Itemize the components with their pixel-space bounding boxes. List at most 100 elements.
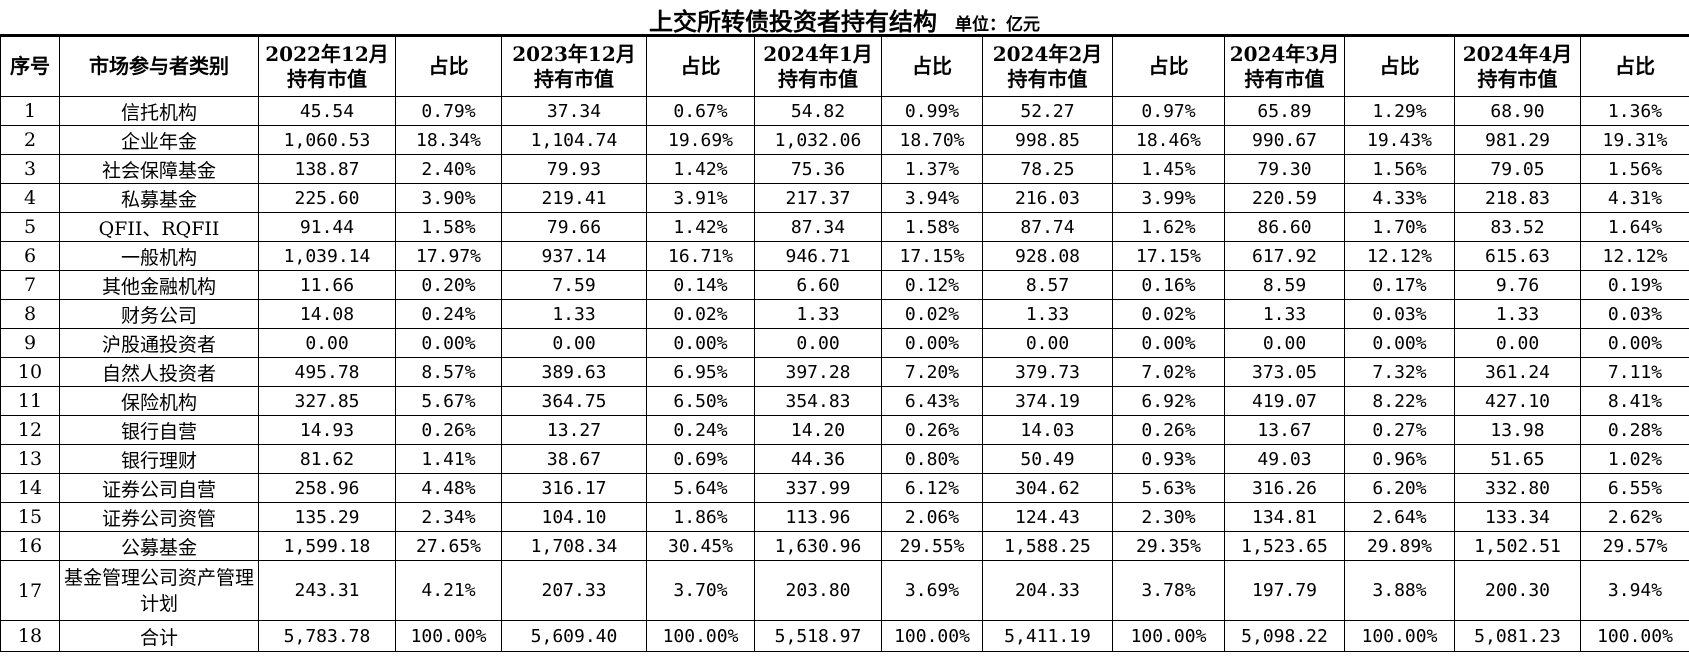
share-cell: 1.70% (1344, 212, 1455, 242)
market-value-cell: 364.75 (501, 386, 647, 416)
column-header: 序号 (0, 36, 60, 97)
share-cell: 0.26% (1112, 415, 1225, 445)
share-cell: 3.90% (395, 183, 502, 213)
share-cell: 1.56% (1344, 154, 1455, 184)
participant-category: 证券公司自营 (59, 473, 259, 503)
share-cell: 0.99% (881, 96, 983, 126)
share-cell: 3.78% (1112, 560, 1225, 621)
market-value-cell: 134.81 (1224, 502, 1345, 532)
row-index: 8 (0, 299, 60, 329)
share-cell: 19.43% (1344, 125, 1455, 155)
row-index: 16 (0, 531, 60, 561)
row-index: 7 (0, 270, 60, 300)
market-value-cell: 1,104.74 (501, 125, 647, 155)
market-value-cell: 200.30 (1454, 560, 1581, 621)
market-value-cell: 0.00 (501, 328, 647, 358)
share-cell: 17.97% (395, 241, 502, 271)
share-cell: 0.27% (1344, 415, 1455, 445)
participant-category: 自然人投资者 (59, 357, 259, 387)
table-row: 10 自然人投资者 495.78 8.57% 389.63 6.95% 397.28 7.20… (0, 357, 1689, 387)
row-index: 3 (0, 154, 60, 184)
share-cell: 6.55% (1580, 473, 1689, 503)
market-value-cell: 14.93 (258, 415, 396, 445)
share-cell: 5.64% (646, 473, 755, 503)
share-cell: 0.93% (1112, 444, 1225, 474)
market-value-cell: 8.59 (1224, 270, 1345, 300)
market-value-cell: 0.00 (1454, 328, 1581, 358)
market-value-cell: 354.83 (754, 386, 882, 416)
market-value-cell: 427.10 (1454, 386, 1581, 416)
row-index: 2 (0, 125, 60, 155)
market-value-cell: 220.59 (1224, 183, 1345, 213)
market-value-cell: 13.98 (1454, 415, 1581, 445)
share-cell: 7.20% (881, 357, 983, 387)
share-cell: 2.30% (1112, 502, 1225, 532)
market-value-cell: 998.85 (982, 125, 1113, 155)
column-header: 占比 (881, 36, 983, 97)
market-value-cell: 1,060.53 (258, 125, 396, 155)
market-value-cell: 419.07 (1224, 386, 1345, 416)
participant-category: 企业年金 (59, 125, 259, 155)
table-row: 16 公募基金 1,599.18 27.65% 1,708.34 30.45% 1,630.… (0, 531, 1689, 561)
share-cell: 0.80% (881, 444, 983, 474)
participant-category: 基金管理公司资产管理计划 (59, 560, 259, 621)
row-index: 9 (0, 328, 60, 358)
table-row: 5 QFII、RQFII 91.44 1.58% 79.66 1.42% 87.34 1.58… (0, 212, 1689, 242)
title-text: 上交所转债投资者持有结构 (649, 7, 937, 36)
market-value-cell: 207.33 (501, 560, 647, 621)
participant-category: 公募基金 (59, 531, 259, 561)
table-row: 11 保险机构 327.85 5.67% 364.75 6.50% 354.83 6.43% 3… (0, 386, 1689, 416)
market-value-cell: 52.27 (982, 96, 1113, 126)
share-cell: 1.42% (646, 154, 755, 184)
participant-category: 合计 (59, 620, 259, 652)
market-value-cell: 316.17 (501, 473, 647, 503)
share-cell: 3.69% (881, 560, 983, 621)
column-header: 2023年12月 持有市值 (501, 36, 647, 97)
share-cell: 29.55% (881, 531, 983, 561)
share-cell: 0.03% (1344, 299, 1455, 329)
share-cell: 2.34% (395, 502, 502, 532)
market-value-cell: 1,523.65 (1224, 531, 1345, 561)
market-value-cell: 361.24 (1454, 357, 1581, 387)
share-cell: 6.20% (1344, 473, 1455, 503)
share-cell: 5.63% (1112, 473, 1225, 503)
table-row: 2 企业年金 1,060.53 18.34% 1,104.74 19.69% 1,032.0… (0, 125, 1689, 155)
share-cell: 7.32% (1344, 357, 1455, 387)
market-value-cell: 79.66 (501, 212, 647, 242)
participant-category: 银行理财 (59, 444, 259, 474)
share-cell: 12.12% (1580, 241, 1689, 271)
market-value-cell: 37.34 (501, 96, 647, 126)
share-cell: 3.99% (1112, 183, 1225, 213)
market-value-cell: 379.73 (982, 357, 1113, 387)
share-cell: 1.64% (1580, 212, 1689, 242)
market-value-cell: 87.34 (754, 212, 882, 242)
market-value-cell: 14.03 (982, 415, 1113, 445)
row-index: 6 (0, 241, 60, 271)
column-header: 2024年4月 持有市值 (1454, 36, 1581, 97)
row-index: 12 (0, 415, 60, 445)
market-value-cell: 5,518.97 (754, 620, 882, 652)
share-cell: 1.42% (646, 212, 755, 242)
row-index: 17 (0, 560, 60, 621)
share-cell: 8.57% (395, 357, 502, 387)
market-value-cell: 197.79 (1224, 560, 1345, 621)
share-cell: 3.91% (646, 183, 755, 213)
market-value-cell: 1.33 (754, 299, 882, 329)
share-cell: 0.00% (1112, 328, 1225, 358)
share-cell: 6.12% (881, 473, 983, 503)
participant-category: 一般机构 (59, 241, 259, 271)
market-value-cell: 13.27 (501, 415, 647, 445)
share-cell: 100.00% (1112, 620, 1225, 652)
share-cell: 1.37% (881, 154, 983, 184)
row-index: 10 (0, 357, 60, 387)
market-value-cell: 981.29 (1454, 125, 1581, 155)
share-cell: 1.58% (881, 212, 983, 242)
column-header: 2024年3月 持有市值 (1224, 36, 1345, 97)
share-cell: 0.00% (646, 328, 755, 358)
title-row: 上交所转债投资者持有结构 单位：亿元 (0, 0, 1689, 36)
header-row: 序号 市场参与者类别 2022年12月 持有市值 占比 2023年12月 持有市值 占比 2… (0, 36, 1689, 97)
share-cell: 27.65% (395, 531, 502, 561)
table-row: 14 证券公司自营 258.96 4.48% 316.17 5.64% 337.99 6.12… (0, 473, 1689, 503)
share-cell: 4.21% (395, 560, 502, 621)
market-value-cell: 5,783.78 (258, 620, 396, 652)
